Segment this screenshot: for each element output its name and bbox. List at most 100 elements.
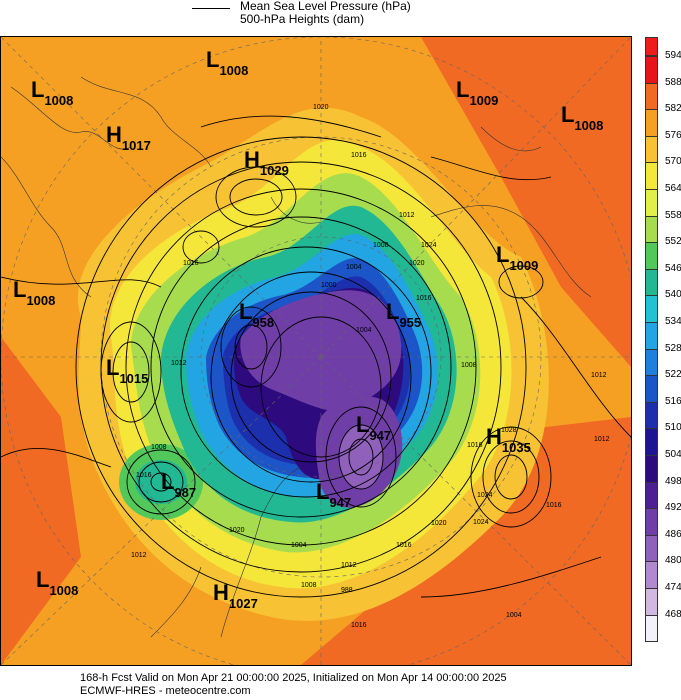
low-pressure-center: L1009 — [456, 77, 498, 108]
isobar-label: 1020 — [229, 527, 245, 534]
isobar-label-layer: 1020 1016 1012 1008 1004 1000 1016 1012 1024 1020… — [131, 104, 610, 629]
isobar-legend-label: Mean Sea Level Pressure (hPa) — [240, 0, 411, 13]
low-pressure-center: L1008 — [206, 47, 248, 78]
isobar-label: 1000 — [321, 282, 337, 289]
isobar — [215, 166, 297, 228]
warm-region-west — [1, 337, 81, 665]
colorbar-cell — [645, 109, 658, 137]
low-pressure-center: L1015 — [106, 355, 148, 386]
low-pressure-center: L955 — [386, 299, 421, 330]
isobar-label: 1008 — [151, 444, 167, 451]
isobar-label: 1012 — [171, 360, 187, 367]
isobar — [348, 438, 374, 476]
low-pressure-center: L1008 — [36, 567, 78, 598]
height-legend-label: 500-hPa Heights (dam) — [240, 12, 365, 26]
low-pressure-center: L958 — [239, 299, 274, 330]
isobar-label: 1024 — [477, 492, 493, 499]
isobar — [150, 472, 172, 492]
colorbar-tick-label: 546 — [665, 262, 681, 274]
isobar — [420, 556, 602, 598]
isobar — [125, 188, 477, 546]
colorbar-tick-label: 552 — [665, 236, 681, 248]
isobar — [482, 440, 540, 514]
model-source-text: ECMWF-HRES - meteocentre.com — [80, 685, 251, 697]
isobar — [494, 454, 528, 500]
low-pressure-center: L1009 — [496, 242, 538, 273]
isobar — [200, 115, 382, 138]
colorbar-tick-label: 588 — [665, 76, 681, 88]
isobar — [210, 271, 412, 483]
isobar — [338, 424, 384, 490]
colorbar-cell — [645, 375, 658, 403]
colorbar-cell — [645, 56, 658, 84]
colorbar-cell — [645, 348, 658, 377]
coastline-layer — [1, 76, 592, 638]
isobar-label: 1020 — [313, 104, 329, 111]
isobar-label: 1008 — [373, 242, 389, 249]
isobar-label: 1016 — [467, 442, 483, 449]
isobar — [430, 156, 552, 181]
colorbar-cell — [645, 428, 658, 456]
isobar — [260, 316, 382, 458]
colorbar-cell — [645, 322, 658, 350]
colorbar-cell — [645, 455, 658, 483]
isobar — [498, 265, 544, 299]
isobar-label: 1012 — [341, 562, 357, 569]
colorbar-cell — [645, 508, 658, 536]
colorbar-tick-label: 504 — [665, 449, 681, 460]
low-pressure-center: L1008 — [13, 277, 55, 308]
isobar — [520, 296, 631, 438]
isobar-label: 1016 — [351, 622, 367, 629]
colorbar-cell — [645, 162, 658, 190]
colorbar-cell — [645, 268, 658, 297]
footer: 168-h Fcst Valid on Mon Apr 21 00:00:00 … — [0, 668, 681, 700]
isobar — [126, 449, 196, 515]
low-pressure-center: L947 — [356, 412, 391, 443]
colorbar-cell — [645, 534, 658, 563]
colorbar-tick-label: 528 — [665, 342, 681, 354]
colorbar-tick-label: 486 — [665, 528, 681, 540]
isobar-label: 1016 — [546, 502, 562, 509]
colorbar-tick-label: 558 — [665, 209, 681, 221]
isobar — [470, 426, 552, 528]
isobar-label: 1008 — [461, 362, 477, 369]
isobar-label: 1012 — [399, 212, 415, 219]
isobar-label: 1020 — [431, 520, 447, 527]
colorbar-tick-label: 540 — [665, 289, 681, 301]
low-pressure-center: L1008 — [561, 102, 603, 133]
warm-region-northeast — [421, 37, 631, 367]
isobar-label: 1020 — [409, 260, 425, 267]
isobar-legend-line — [192, 8, 230, 9]
low-pressure-center: L947 — [316, 479, 351, 510]
colorbar-tick-label: 522 — [665, 369, 681, 381]
colorbar-tick-label: 570 — [665, 156, 681, 168]
forecast-map[interactable]: 1020 1016 1012 1008 1004 1000 1016 1012 1024 1020… — [0, 36, 632, 666]
colorbar-cell — [645, 481, 658, 510]
isobar-label: 1016 — [416, 295, 432, 302]
height-486-region-west — [240, 290, 402, 413]
colorbar-tick-label: 516 — [665, 395, 681, 407]
pressure-centers-layer: L1008 L1008 H1017 H1029 L1009 L1008 L1008 L1009… — [13, 47, 603, 611]
isobar-label: 1004 — [291, 542, 307, 549]
isobar-label: 1012 — [591, 372, 607, 379]
colorbar-cell — [645, 561, 658, 589]
isobar-label: 1024 — [473, 519, 489, 526]
isobar-label: 1012 — [594, 436, 610, 443]
forecast-valid-text: 168-h Fcst Valid on Mon Apr 21 00:00:00 … — [80, 672, 507, 684]
height-480-core — [339, 425, 383, 489]
isobar-label: 1016 — [136, 472, 152, 479]
isobar — [112, 341, 150, 403]
isobar — [325, 406, 397, 508]
isobar-label: 1004 — [356, 327, 372, 334]
colorbar-tick-label: 576 — [665, 129, 681, 141]
colorbar-tick-label: 534 — [665, 316, 681, 327]
colorbar-cell — [645, 135, 658, 164]
isobar-label: 1024 — [421, 242, 437, 249]
colorbar-cell — [645, 242, 658, 270]
colorbar-cell — [645, 614, 658, 643]
isobar-label: 1012 — [131, 552, 147, 559]
high-pressure-center: H1035 — [486, 424, 531, 455]
colorbar-tick-label: 474 — [665, 582, 681, 593]
isobar-label: 1016 — [351, 152, 367, 159]
legend-header: Mean Sea Level Pressure (hPa) 500-hPa He… — [0, 0, 681, 36]
